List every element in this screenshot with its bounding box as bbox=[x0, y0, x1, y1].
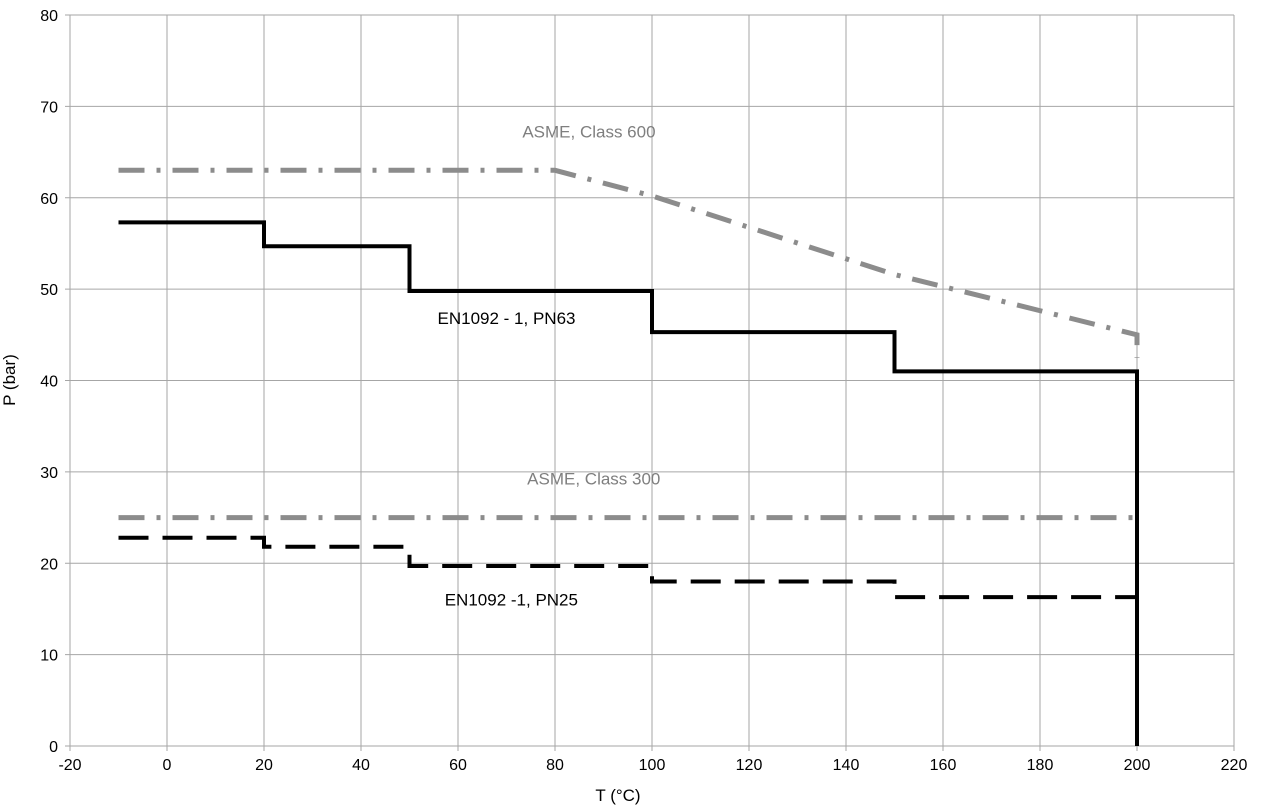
y-tick-label: 40 bbox=[40, 374, 58, 391]
tick-labels: -20 0 20 40 60 80 100 120 140 160 180 200 2200102030… bbox=[40, 8, 1247, 774]
x-tick-label: 120 bbox=[736, 757, 763, 774]
x-tick-label: 20 bbox=[255, 757, 273, 774]
x-tick-label: 60 bbox=[449, 757, 467, 774]
x-tick-label: 180 bbox=[1027, 757, 1054, 774]
y-tick-label: 80 bbox=[40, 8, 58, 25]
series-annotation-2: ASME, Class 300 bbox=[527, 470, 660, 489]
y-tick-label: 70 bbox=[40, 99, 58, 116]
x-tick-label: 40 bbox=[352, 757, 370, 774]
series-annotation-3: EN1092 -1, PN25 bbox=[445, 590, 578, 609]
x-tick-label: -20 bbox=[58, 757, 81, 774]
x-tick-label: 0 bbox=[163, 757, 172, 774]
series-line-3 bbox=[118, 535, 1137, 600]
x-tick-label: 140 bbox=[833, 757, 860, 774]
y-tick-label: 0 bbox=[49, 739, 58, 756]
series-line-0 bbox=[118, 167, 1140, 358]
annotations: ASME, Class 600 EN1092 - 1, PN63 ASME, Cla… bbox=[438, 122, 661, 609]
x-tick-label: 80 bbox=[546, 757, 564, 774]
y-tick-label: 20 bbox=[40, 556, 58, 573]
series-lines bbox=[118, 167, 1140, 746]
y-tick-label: 60 bbox=[40, 191, 58, 208]
x-tick-label: 160 bbox=[930, 757, 957, 774]
x-tick-label: 200 bbox=[1124, 757, 1151, 774]
series-line-1 bbox=[118, 220, 1139, 746]
x-axis-title: T (°C) bbox=[595, 786, 640, 805]
x-tick-label: 100 bbox=[639, 757, 666, 774]
x-tick-label: 220 bbox=[1221, 757, 1248, 774]
series-annotation-1: EN1092 - 1, PN63 bbox=[438, 309, 576, 328]
series-annotation-0: ASME, Class 600 bbox=[522, 122, 655, 141]
y-tick-label: 30 bbox=[40, 465, 58, 482]
y-tick-label: 50 bbox=[40, 282, 58, 299]
y-tick-label: 10 bbox=[40, 648, 58, 665]
y-axis-title: P (bar) bbox=[0, 354, 19, 406]
